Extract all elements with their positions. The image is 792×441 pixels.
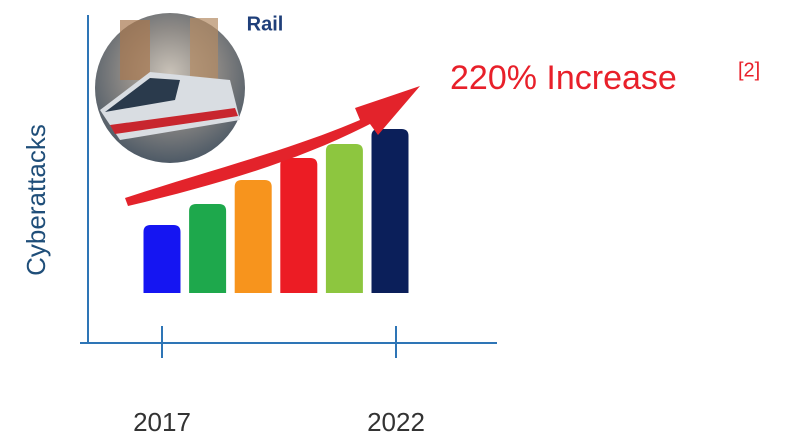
annotation: 220% Increase	[450, 59, 677, 97]
trend-arrow	[125, 86, 420, 206]
bar	[143, 225, 181, 293]
bar	[280, 158, 318, 293]
bar	[234, 180, 272, 293]
title: Rail	[247, 13, 284, 35]
rail-photo	[95, 13, 245, 163]
x-tick-label: 2022	[367, 407, 425, 437]
bar	[325, 144, 363, 293]
y-axis-label: Cyberattacks	[21, 124, 51, 276]
x-tick-label: 2017	[133, 407, 191, 437]
reference: [2]	[738, 59, 760, 81]
bar	[189, 204, 227, 293]
bar	[371, 129, 409, 293]
